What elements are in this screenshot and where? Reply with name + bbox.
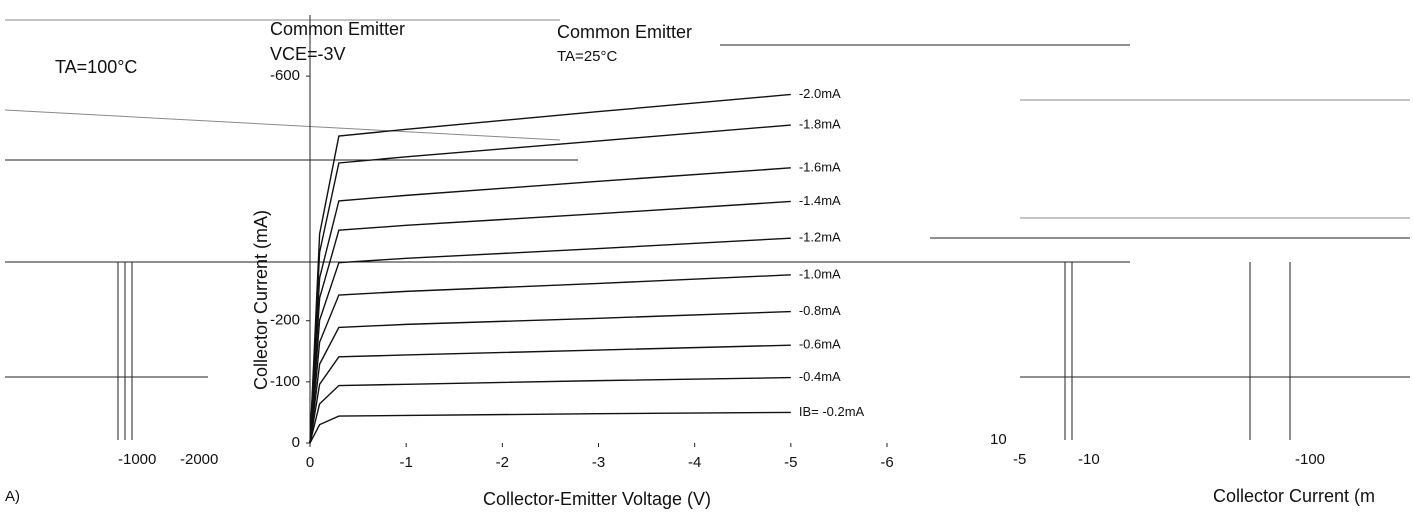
annotation: -2000 [180, 451, 218, 468]
curve [309, 93, 791, 444]
curve [309, 310, 791, 444]
curve-label: -1.8mA [799, 116, 841, 131]
annotation: -10 [1078, 451, 1100, 468]
curve-label: -1.2mA [799, 230, 841, 245]
curve-label: IB= -0.2mA [799, 404, 865, 419]
curve-label: -0.4mA [799, 369, 841, 384]
annotation: VCE=-3V [270, 44, 346, 64]
x-axis-label: Collector-Emitter Voltage (V) [483, 489, 711, 509]
annotation: -5 [1013, 451, 1026, 468]
x-tick-label: -1 [399, 454, 412, 471]
curve-label: -0.6mA [799, 337, 841, 352]
x-tick-label: -3 [592, 454, 605, 471]
curve-label: -1.0mA [799, 266, 841, 281]
x-tick-label: 0 [306, 454, 314, 471]
y-tick-label: -200 [270, 312, 300, 329]
annotation: A) [5, 488, 20, 505]
x-tick-label: -2 [496, 454, 509, 471]
curve [309, 237, 791, 444]
curve [309, 411, 791, 444]
annotation: TA=25°C [557, 48, 617, 65]
curve-label: -1.4mA [799, 193, 841, 208]
side-fragments [4, 19, 1410, 440]
curve-label: -0.8mA [799, 303, 841, 318]
curve-label: -1.6mA [799, 159, 841, 174]
annotation: Common Emitter [270, 19, 405, 39]
curve [309, 274, 791, 444]
annotation: Collector Current (m [1213, 486, 1375, 506]
curve [309, 167, 791, 444]
curve [309, 376, 791, 444]
annotation: -1000 [118, 451, 156, 468]
x-tick-label: -6 [880, 454, 893, 471]
curve-label: -2.0mA [799, 86, 841, 101]
x-tick-label: -5 [784, 454, 797, 471]
annotation: -100 [1295, 451, 1325, 468]
annotation: Common Emitter [557, 22, 692, 42]
curve [309, 200, 791, 444]
x-tick-label: -4 [688, 454, 701, 471]
annotation: TA=100°C [55, 57, 137, 77]
y-axis-label: Collector Current (mA) [251, 210, 271, 390]
curve [309, 344, 791, 444]
y-tick-label: 0 [292, 434, 300, 451]
y-tick-label: -600 [270, 67, 300, 84]
curve [309, 124, 791, 444]
annotation: 10 [990, 431, 1007, 448]
y-tick-label: -100 [270, 373, 300, 390]
